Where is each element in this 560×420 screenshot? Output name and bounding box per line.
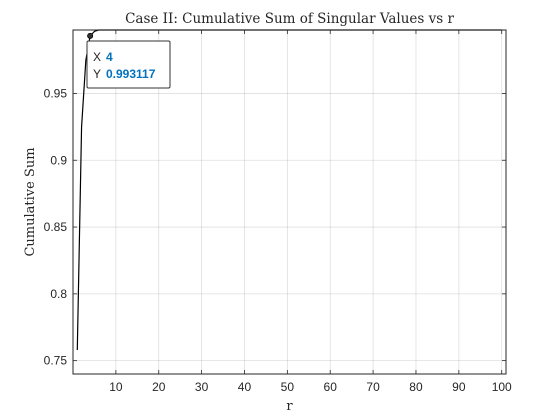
y-tick-label: 0.85 <box>44 220 68 234</box>
x-tick-label: 60 <box>324 380 338 394</box>
x-tick-label: 100 <box>492 380 512 394</box>
x-tick-label: 30 <box>195 380 209 394</box>
x-axis-label: r <box>286 399 293 414</box>
datatip[interactable]: X 4 Y 0.993117 <box>86 40 171 89</box>
datatip-marker[interactable] <box>87 32 94 39</box>
datatip-y-label: Y <box>93 67 101 81</box>
x-tick-label: 80 <box>409 380 423 394</box>
x-tick-label: 70 <box>366 380 380 394</box>
datatip-x-value: 4 <box>106 50 113 64</box>
axes-box <box>72 29 507 375</box>
datatip-y-value: 0.993117 <box>106 67 156 81</box>
ticks <box>73 30 506 374</box>
datatip-box <box>86 40 171 89</box>
x-tick-label: 40 <box>238 380 252 394</box>
x-tick-label: 90 <box>452 380 466 394</box>
x-tick-label: 10 <box>109 380 123 394</box>
chart-title: Case II: Cumulative Sum of Singular Valu… <box>125 11 454 27</box>
y-tick-labels: 0.75 0.8 0.85 0.9 0.95 <box>44 86 68 367</box>
y-tick-label: 0.75 <box>44 354 68 368</box>
y-tick-label: 0.95 <box>44 86 68 100</box>
y-axis-label: Cumulative Sum <box>23 147 38 256</box>
x-tick-label: 20 <box>152 380 166 394</box>
y-tick-label: 0.9 <box>50 153 67 167</box>
y-tick-label: 0.8 <box>50 287 67 301</box>
x-tick-label: 50 <box>281 380 295 394</box>
grid <box>73 30 506 374</box>
x-tick-labels: 10 20 30 40 50 60 70 80 90 100 <box>109 380 512 394</box>
datatip-x-label: X <box>93 50 101 64</box>
